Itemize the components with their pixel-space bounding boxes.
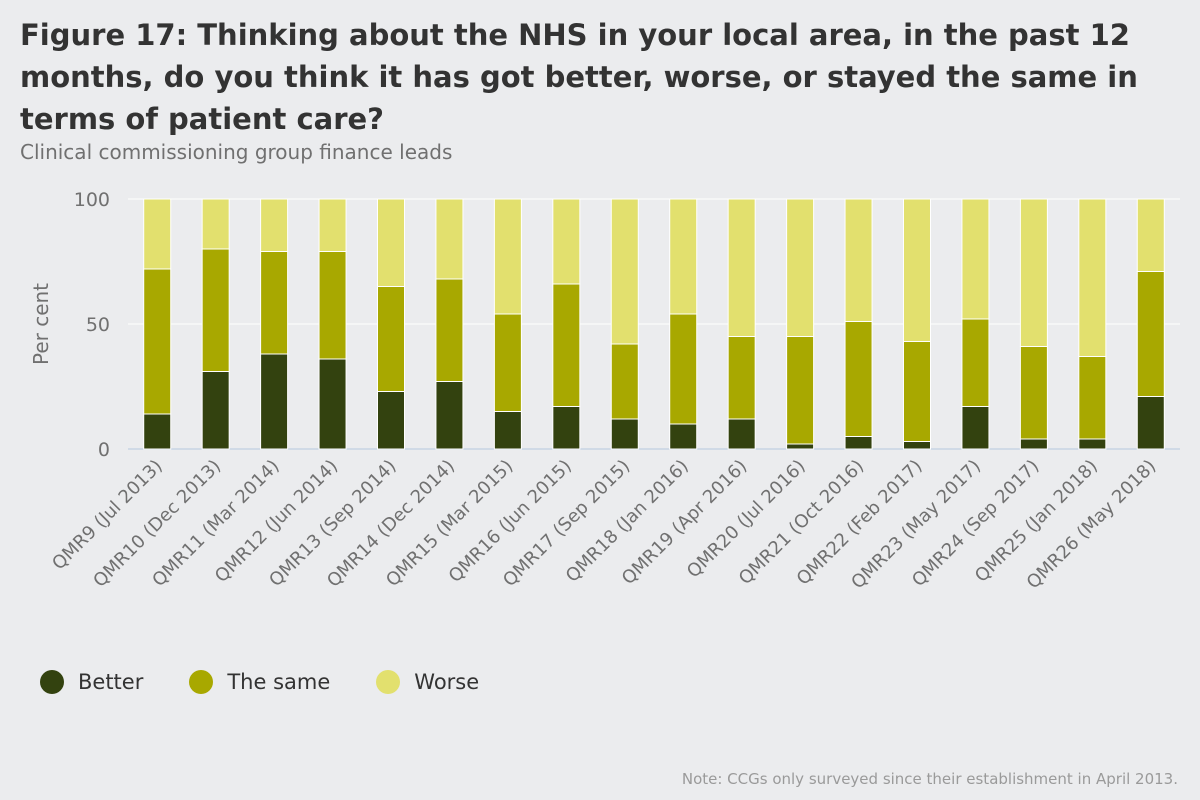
bar-worse [493, 198, 522, 315]
legend-item-better[interactable]: Better [40, 670, 143, 694]
bar-the-same [493, 313, 522, 412]
bar-better [493, 411, 522, 450]
bar-the-same [903, 341, 931, 442]
legend: Better The same Worse [40, 670, 525, 694]
legend-swatch-the-same [189, 670, 214, 694]
bar-worse [1078, 198, 1107, 357]
bar-worse [201, 198, 230, 250]
bar-better [1078, 438, 1107, 450]
legend-item-the-same[interactable]: The same [189, 670, 330, 694]
legend-swatch-better [40, 670, 64, 694]
bar-better [1019, 438, 1048, 450]
bar-better [377, 391, 405, 450]
bar-worse [669, 198, 698, 315]
bar-the-same [435, 278, 464, 382]
bar-worse [903, 198, 931, 342]
bar-worse [435, 198, 464, 280]
bar-worse [961, 198, 990, 320]
bar-the-same [201, 248, 230, 372]
bar-worse [552, 198, 581, 285]
bar-better [610, 418, 639, 450]
bar-better [727, 418, 756, 450]
bar-the-same [610, 343, 639, 420]
bar-better [143, 413, 172, 450]
bar-better [201, 371, 230, 450]
legend-label-the-same: The same [227, 670, 331, 694]
bar-the-same [318, 251, 347, 360]
bar-the-same [844, 321, 873, 437]
bar-worse [1136, 198, 1165, 272]
bar-worse [377, 198, 405, 287]
legend-item-worse[interactable]: Worse [376, 670, 479, 694]
bar-the-same [669, 313, 698, 425]
bar-the-same [786, 336, 815, 445]
bar-better [961, 406, 990, 450]
bar-the-same [727, 336, 756, 420]
bar-the-same [552, 283, 581, 407]
y-tick-label: 50 [86, 314, 110, 336]
bar-better [844, 436, 873, 450]
chart-subtitle: Clinical commissioning group finance lea… [20, 140, 453, 164]
bar-worse [260, 198, 289, 252]
bar-worse [786, 198, 815, 337]
bar-the-same [260, 251, 289, 355]
bar-worse [610, 198, 639, 345]
bar-worse [143, 198, 172, 270]
bar-better [260, 353, 289, 450]
bar-better [786, 443, 815, 450]
bar-the-same [961, 318, 990, 407]
bar-better [435, 381, 464, 450]
bar-better [669, 423, 698, 450]
bar-better [552, 406, 581, 450]
y-tick-label: 100 [74, 189, 110, 211]
x-tick-label: QMR9 (Jul 2013) [48, 456, 167, 575]
bar-the-same [143, 268, 172, 415]
legend-label-better: Better [78, 670, 144, 694]
legend-swatch-worse [376, 670, 401, 694]
bar-better [903, 441, 931, 450]
bar-the-same [1019, 346, 1048, 440]
bar-better [318, 358, 347, 450]
bar-the-same [1078, 356, 1107, 440]
bar-the-same [1136, 271, 1165, 397]
bar-worse [1019, 198, 1048, 347]
footnote: Note: CCGs only surveyed since their est… [681, 770, 1178, 788]
legend-label-worse: Worse [414, 670, 480, 694]
bar-better [1136, 396, 1165, 450]
bar-worse [318, 198, 347, 252]
y-axis-label: Per cent [29, 283, 53, 365]
bar-worse [727, 198, 756, 337]
y-tick-label: 0 [98, 439, 110, 461]
bar-the-same [377, 286, 405, 392]
bar-worse [844, 198, 873, 322]
chart-title: Figure 17: Thinking about the NHS in you… [20, 18, 1138, 136]
